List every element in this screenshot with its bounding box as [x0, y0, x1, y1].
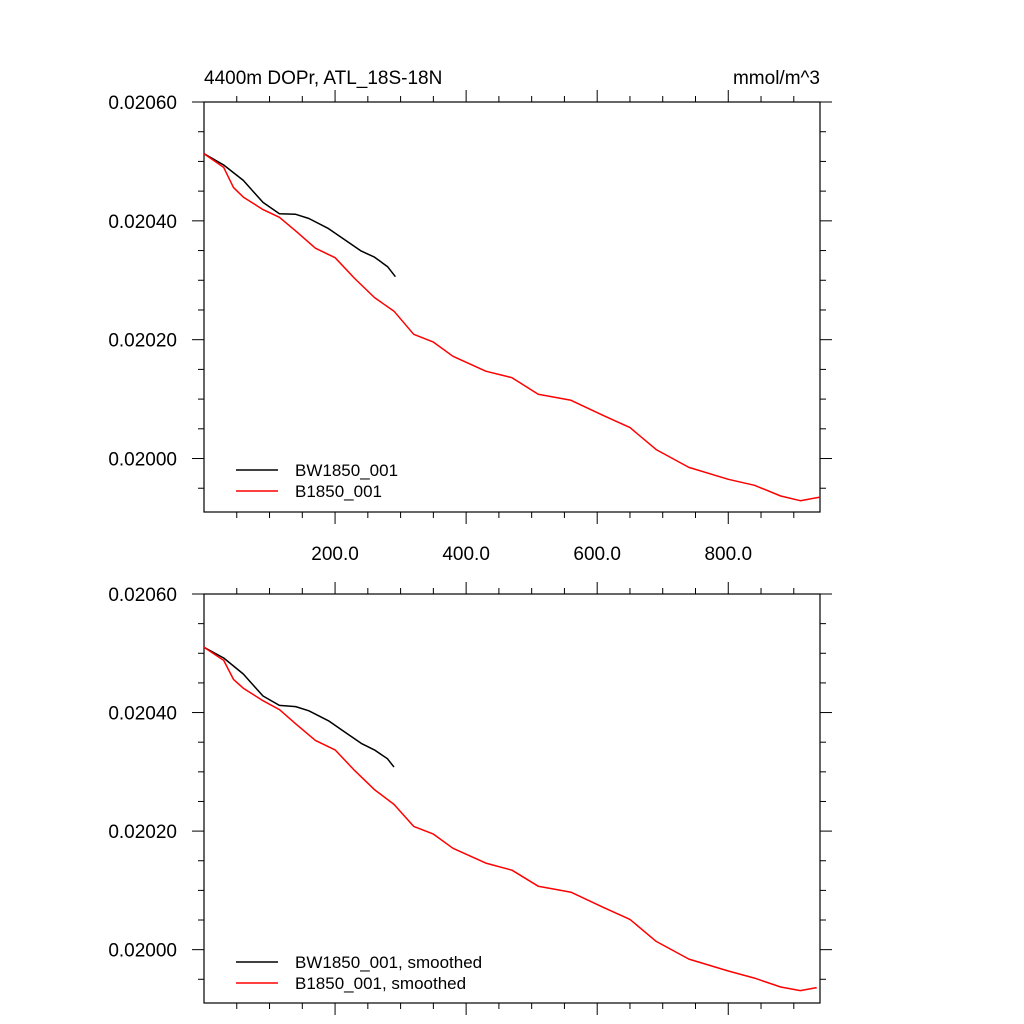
plot-frame: [203, 101, 821, 513]
x-tick-label: 800.0: [704, 544, 752, 565]
y-tick-label: 0.02060: [108, 585, 177, 606]
y-tick-label: 0.02000: [108, 941, 177, 962]
y-tick-label: 0.02020: [108, 331, 177, 352]
chart-title: 4400m DOPr, ATL_18S-18N: [204, 68, 442, 89]
legend-label: B1850_001: [295, 482, 382, 501]
legend-label: BW1850_001: [295, 461, 398, 480]
y-tick-label: 0.02060: [108, 93, 177, 114]
y-tick-label: 0.02000: [108, 450, 177, 471]
top-panel: 0.02000 0.02020 0.02040 0.02060 200.0 400.0 60…: [108, 68, 832, 565]
y-tick-label: 0.02040: [108, 704, 177, 725]
y-tick-label: 0.02020: [108, 822, 177, 843]
series-line-1: [203, 153, 821, 502]
legend-label: B1850_001, smoothed: [295, 974, 466, 993]
plot-frame: [203, 593, 821, 1004]
series-line-1: [203, 646, 817, 992]
legend-label: BW1850_001, smoothed: [295, 953, 482, 972]
units-label: mmol/m^3: [733, 68, 820, 89]
y-tick-label: 0.02040: [108, 212, 177, 233]
x-tick-label: 600.0: [573, 544, 621, 565]
bottom-panel: 0.02000 0.02020 0.02040 0.02060 BW1850_001, …: [108, 582, 832, 1015]
x-tick-label: 400.0: [442, 544, 490, 565]
series-line-0: [203, 646, 395, 768]
x-tick-label: 200.0: [311, 544, 359, 565]
series-line-0: [203, 153, 396, 278]
